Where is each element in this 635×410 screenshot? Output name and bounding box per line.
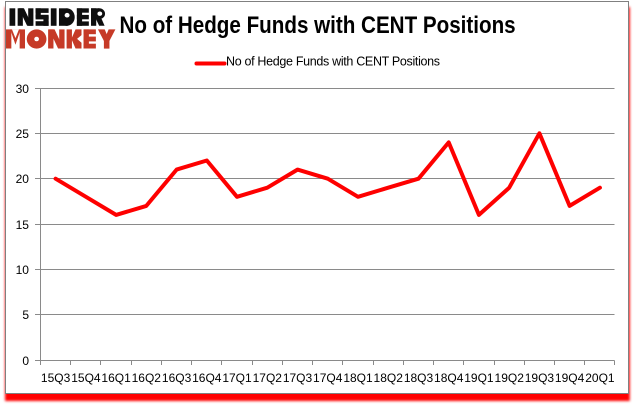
svg-text:17Q1: 17Q1: [222, 371, 252, 385]
svg-text:19Q2: 19Q2: [495, 371, 525, 385]
svg-text:18Q4: 18Q4: [434, 371, 464, 385]
svg-text:19Q4: 19Q4: [555, 371, 585, 385]
svg-text:16Q1: 16Q1: [101, 371, 131, 385]
svg-text:25: 25: [16, 127, 30, 141]
svg-text:18Q1: 18Q1: [343, 371, 373, 385]
svg-text:15Q3: 15Q3: [41, 371, 71, 385]
svg-text:19Q3: 19Q3: [525, 371, 555, 385]
svg-text:16Q4: 16Q4: [192, 371, 222, 385]
svg-text:20: 20: [16, 172, 30, 186]
svg-text:15: 15: [16, 218, 30, 232]
svg-text:16Q3: 16Q3: [162, 371, 192, 385]
svg-text:17Q3: 17Q3: [283, 371, 313, 385]
svg-text:10: 10: [16, 263, 30, 277]
svg-text:17Q4: 17Q4: [313, 371, 343, 385]
svg-text:15Q4: 15Q4: [71, 371, 101, 385]
svg-text:No of Hedge Funds with CENT Po: No of Hedge Funds with CENT Positions: [226, 55, 440, 69]
svg-text:0: 0: [22, 354, 29, 368]
svg-text:5: 5: [22, 308, 29, 322]
svg-text:30: 30: [16, 82, 30, 96]
svg-text:16Q2: 16Q2: [132, 371, 162, 385]
svg-text:17Q2: 17Q2: [253, 371, 283, 385]
svg-text:19Q1: 19Q1: [464, 371, 494, 385]
svg-text:18Q2: 18Q2: [374, 371, 404, 385]
svg-text:20Q1: 20Q1: [585, 371, 615, 385]
svg-text:18Q3: 18Q3: [404, 371, 434, 385]
svg-text:No of Hedge Funds with CENT Po: No of Hedge Funds with CENT Positions: [120, 11, 516, 38]
